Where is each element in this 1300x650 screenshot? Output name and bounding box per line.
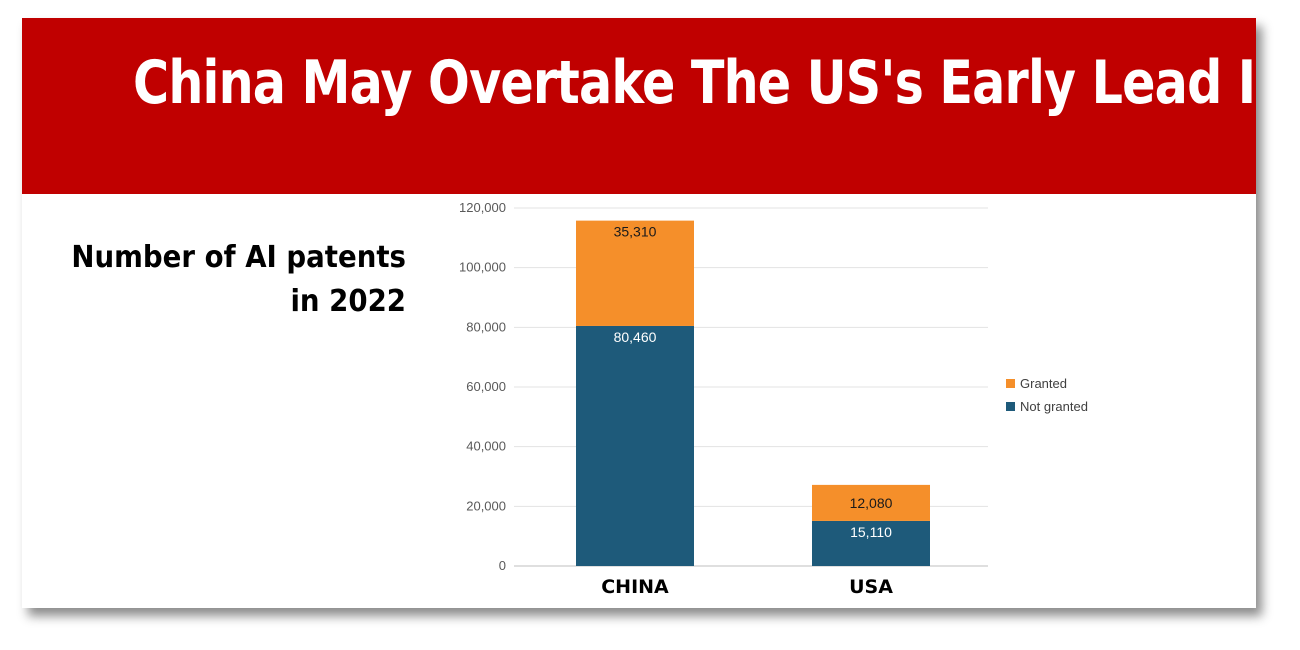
subtitle-line-2: in 2022 bbox=[290, 284, 406, 319]
legend-swatch bbox=[1006, 379, 1015, 388]
title-banner: China May Overtake The US's Early Lead I… bbox=[22, 18, 1256, 194]
data-label: 35,310 bbox=[614, 224, 657, 240]
legend-label: Not granted bbox=[1020, 399, 1088, 414]
y-tick-label: 80,000 bbox=[466, 319, 506, 334]
chart-subtitle: Number of AI patents in 2022 bbox=[71, 236, 406, 324]
y-tick-label: 100,000 bbox=[459, 260, 506, 275]
bar-china-granted bbox=[576, 220, 694, 326]
bar-usa-granted bbox=[812, 484, 930, 521]
data-label: 12,080 bbox=[850, 495, 893, 511]
legend-label: Granted bbox=[1020, 376, 1067, 391]
y-tick-label: 120,000 bbox=[459, 200, 506, 215]
legend-swatch bbox=[1006, 402, 1015, 411]
data-label: 15,110 bbox=[850, 524, 892, 540]
y-tick-label: 20,000 bbox=[466, 498, 506, 513]
page-title: China May Overtake The US's Early Lead I… bbox=[133, 48, 1256, 118]
data-label: 80,460 bbox=[614, 329, 657, 345]
subtitle-line-1: Number of AI patents bbox=[71, 240, 406, 275]
stacked-bar-chart: 0 20,000 40,000 60,000 80,000 100,000 120,000 8… bbox=[459, 200, 1088, 598]
bar-usa-not-granted bbox=[812, 520, 930, 566]
y-tick-label: 40,000 bbox=[466, 439, 506, 454]
x-category-label: USA bbox=[849, 576, 893, 598]
y-tick-label: 60,000 bbox=[466, 379, 506, 394]
bar-china-not-granted bbox=[576, 325, 694, 566]
y-tick-label: 0 bbox=[499, 558, 506, 573]
x-category-label: CHINA bbox=[601, 576, 669, 598]
slide: China May Overtake The US's Early Lead I… bbox=[22, 18, 1256, 608]
